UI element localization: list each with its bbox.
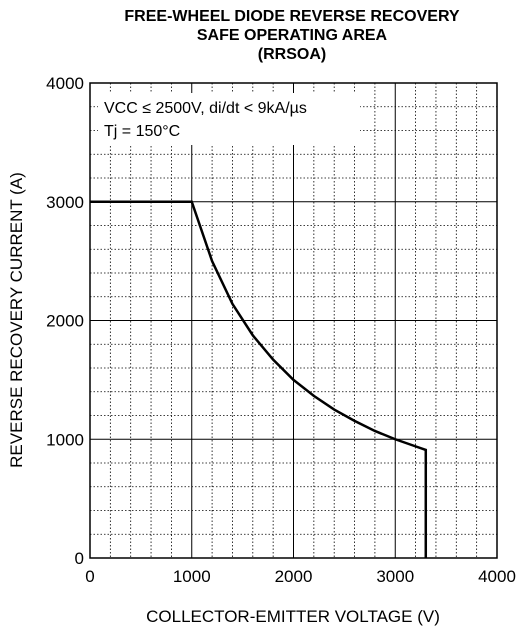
x-tick-label: 3000 bbox=[376, 567, 414, 586]
y-axis-label: REVERSE RECOVERY CURRENT (A) bbox=[7, 172, 26, 468]
x-tick-label: 4000 bbox=[478, 567, 516, 586]
annotation: Tj = 150°C bbox=[104, 123, 180, 140]
y-tick-label: 1000 bbox=[46, 430, 84, 449]
y-tick-label: 4000 bbox=[46, 74, 84, 93]
chart-title: SAFE OPERATING AREA bbox=[197, 27, 388, 44]
plot-frame bbox=[89, 82, 498, 559]
annotation: VCC ≤ 2500V, di/dt < 9kA/µs bbox=[104, 100, 307, 117]
x-tick-label: 1000 bbox=[173, 567, 211, 586]
y-tick-label: 3000 bbox=[46, 193, 84, 212]
chart-title: FREE-WHEEL DIODE REVERSE RECOVERY bbox=[124, 8, 459, 25]
x-tick-label: 2000 bbox=[275, 567, 313, 586]
y-tick-label: 2000 bbox=[46, 312, 84, 331]
chart-title: (RRSOA) bbox=[258, 46, 326, 63]
annotation-box bbox=[98, 93, 360, 145]
y-tick-label: 0 bbox=[75, 549, 84, 568]
x-axis-label: COLLECTOR-EMITTER VOLTAGE (V) bbox=[146, 607, 440, 626]
data-line bbox=[90, 200, 428, 558]
x-tick-label: 0 bbox=[85, 567, 94, 586]
